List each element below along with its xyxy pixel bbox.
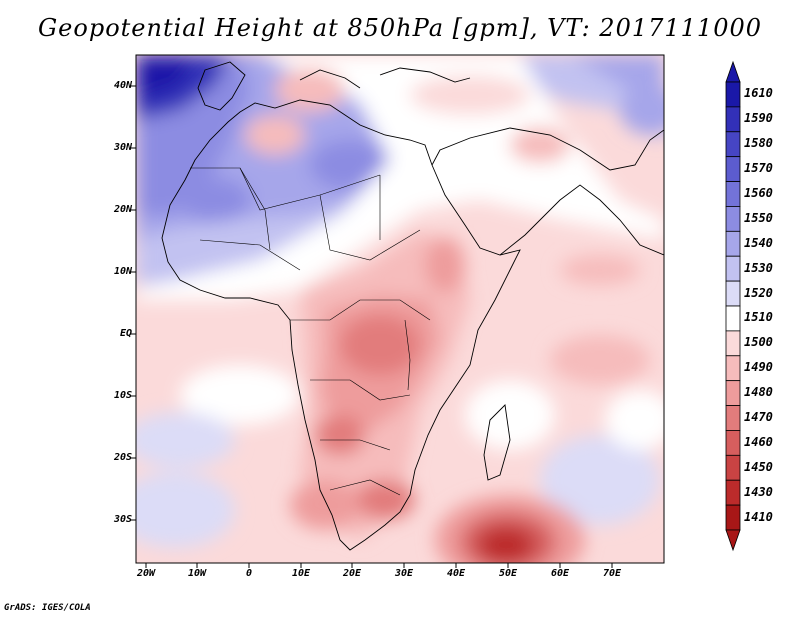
colorbar-level-label: 1580 [744,136,773,151]
colorbar-level-label: 1590 [744,111,773,126]
colorbar-top-arrow [725,60,741,83]
colorbar-swatch [725,255,741,282]
colorbar-level-label: 1410 [744,509,773,524]
lat-label-eq: EQ [119,328,132,339]
height-field [136,55,664,563]
colorbar-swatch [725,305,741,332]
lon-label-70e: 70E [602,568,622,579]
colorbar-swatch [725,405,741,431]
colorbar-swatch [725,181,741,207]
colorbar-swatch [725,206,741,232]
colorbar-level-label: 1520 [744,285,773,300]
colorbar-swatch [725,479,741,506]
colorbar-swatch [725,504,741,531]
colorbar-swatch [725,131,741,158]
grads-credit: GrADS: IGES/COLA [4,603,91,613]
colorbar-swatch [725,280,741,307]
lon-label-10w: 10W [187,568,207,579]
colorbar-level-label: 1480 [744,385,773,400]
colorbar-swatch [725,106,741,133]
lat-label-20n: 20N [113,204,132,215]
colorbar-swatch [725,81,741,108]
lat-label-30n: 30N [113,142,132,153]
colorbar-level-label: 1530 [744,260,773,275]
colorbar-swatch [725,355,741,382]
colorbar-level-label: 1430 [744,484,773,499]
colorbar-level-label: 1450 [744,459,773,474]
colorbar-swatch [725,454,741,481]
colorbar-swatch [725,380,741,406]
lat-label-10n: 10N [113,266,132,277]
colorbar-level-label: 1610 [744,86,773,101]
lon-label-50e: 50E [498,568,518,579]
colorbar-swatch [725,330,741,357]
coastlines [161,61,664,551]
colorbar-level-label: 1540 [744,235,773,250]
colorbar-level-label: 1510 [744,310,773,325]
map-title: Geopotential Height at 850hPa [gpm], VT:… [38,14,762,42]
lat-label-10s: 10S [113,390,132,401]
lon-label-30e: 30E [394,568,414,579]
colorbar-bottom-arrow [725,529,741,552]
colorbar-level-label: 1500 [744,335,773,350]
lat-label-30s: 30S [113,514,132,525]
lon-label-0: 0 [245,568,253,579]
colorbar-level-label: 1560 [744,186,773,200]
colorbar-swatch [725,430,741,456]
colorbar-swatch [725,230,741,257]
lon-label-20e: 20E [342,568,362,579]
colorbar-level-label: 1550 [744,210,773,225]
colorbar-level-label: 1490 [744,360,773,375]
colorbar [725,60,741,552]
colorbar-level-label: 1470 [744,410,773,424]
lon-label-10e: 10E [291,568,311,579]
colorbar-level-label: 1570 [744,161,773,176]
lon-label-60e: 60E [550,568,570,579]
lat-label-20s: 20S [113,452,132,463]
lat-label-40n: 40N [113,80,132,91]
colorbar-swatch [725,156,741,182]
lon-label-40e: 40E [446,568,466,579]
colorbar-level-label: 1460 [744,434,773,449]
borders [190,167,431,496]
lon-label-20w: 20W [136,568,156,579]
